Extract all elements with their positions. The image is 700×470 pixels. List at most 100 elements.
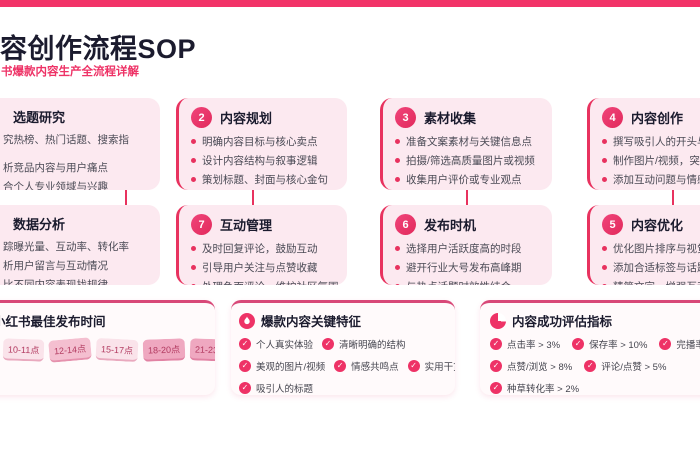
feature-text: 吸引人的标题 <box>256 384 314 395</box>
bullet-dot-icon <box>602 139 607 144</box>
check-icon: ✓ <box>334 360 347 372</box>
bullet-text: 引导用户关注与点赞收藏 <box>202 262 318 274</box>
feature-row: ✓ 个人真实体验 ✓ 清晰明确的结构 <box>239 337 447 351</box>
bullet-text: 收集用户评价或专业观点 <box>406 174 522 186</box>
bullet-text: 明确内容目标与核心卖点 <box>202 136 318 148</box>
page-title: 容创作流程SOP <box>0 34 197 64</box>
time-chip-row: 点 10-11点 12-14点 15-17点 18-20点 21-23点 <box>0 337 215 363</box>
flow-card-content-creation: 4 内容创作 撰写吸引人的开头与引言 制作图片/视频，突出重点 添加互动问题与情… <box>587 98 700 190</box>
check-icon: ✓ <box>659 338 672 350</box>
bullet-item: 优化图片排序与视觉吸引 <box>602 241 700 256</box>
bullet-dot-icon <box>191 177 196 182</box>
flow-card-title: 选题研究 <box>13 110 66 125</box>
bullet-text: 处理负面评论，维护社区氛围 <box>202 279 339 285</box>
metric-item: ✓ 完播率 > 60% <box>659 337 700 351</box>
flow-card-content-optimization: 5 内容优化 优化图片排序与视觉吸引 添加合适标签与话题 精简文字，增强互动性 <box>587 205 700 285</box>
best-publish-time-card: 小红书最佳发布时间 点 10-11点 12-14点 15-17点 18-20点 … <box>0 300 215 395</box>
success-metrics-card: 内容成功评估指标 ✓ 点击率 > 3% ✓ 保存率 > 10% ✓ 完播率 > 60%… <box>480 300 700 395</box>
bullet-item: 选择用户活跃度高的时段 <box>395 241 542 256</box>
bullet-item: 合个人专业领域与兴趣 <box>3 179 150 190</box>
time-chip: 18-20点 <box>143 338 186 362</box>
metric-row: ✓ 点赞/浏览 > 8% ✓ 评论/点赞 > 5% <box>490 359 700 373</box>
feature-item: ✓ 情感共鸣点 <box>334 359 399 373</box>
bullet-text: 比不同内容表现找规律 <box>3 279 108 285</box>
card-header: 内容成功评估指标 <box>490 311 700 330</box>
flow-card-topic-research: 选题研究 究热榜、热门话题、搜索指 析竞品内容与用户痛点 合个人专业领域与兴趣 <box>0 98 160 190</box>
info-card-title: 小红书最佳发布时间 <box>0 315 106 329</box>
bullet-text: 添加互动问题与情感共鸣 <box>613 174 700 186</box>
feature-list: ✓个人真实体验 ✓清晰明确的结构 ✓ 美观的图片/视频 ✓ 情感共鸣点 ✓实用干货内… <box>239 337 455 395</box>
info-card-title: 内容成功评估指标 <box>512 315 613 329</box>
feature-item: ✓ 清晰明确的结构 <box>322 337 406 351</box>
metric-row: ✓ 种草转化率 > 2% <box>490 381 700 395</box>
check-icon: ✓ <box>239 338 251 350</box>
bullet-dot-icon <box>395 177 400 182</box>
bullet-item: 准备文案素材与关键信息点 <box>395 134 542 149</box>
metric-item: ✓ 评论/点赞 > 5% <box>584 359 666 373</box>
bullet-text: 设计内容结构与叙事逻辑 <box>202 155 318 167</box>
bullet-item: 拍摄/筛选高质量图片或视频 <box>395 153 542 168</box>
bullet-text: 避开行业大号发布高峰期 <box>406 262 522 274</box>
bullet-item: 与热点话题时效性结合 <box>395 279 542 285</box>
feature-text: 美观的图片/视频 <box>256 362 326 373</box>
bullet-text: 踪曝光量、互动率、转化率 <box>3 241 129 253</box>
bullet-text: 及时回复评论，鼓励互动 <box>202 243 318 255</box>
step-number-badge: 5 <box>602 214 623 235</box>
step-number-badge: 7 <box>191 214 212 235</box>
bullet-dot-icon <box>602 177 607 182</box>
time-chip: 15-17点 <box>95 337 139 363</box>
flow-card-title: 内容优化 <box>631 218 684 233</box>
bullet-dot-icon <box>395 139 400 144</box>
metric-text: 点击率 > 3% <box>507 340 561 351</box>
bullet-text: 制作图片/视频，突出重点 <box>613 155 700 167</box>
metric-text: 评论/点赞 > 5% <box>601 362 667 373</box>
check-icon: ✓ <box>407 360 420 372</box>
step-number-badge: 4 <box>602 107 623 128</box>
feature-text: 情感共鸣点 <box>351 362 399 373</box>
bullet-item: 添加合适标签与话题 <box>602 260 700 275</box>
bullet-list: 及时回复评论，鼓励互动 引导用户关注与点赞收藏 处理负面评论，维护社区氛围 <box>191 241 339 285</box>
info-card-title: 爆款内容关键特征 <box>261 315 362 329</box>
feature-item: ✓ 实用干货内容 <box>407 359 455 373</box>
flow-card-material-collection: 3 素材收集 准备文案素材与关键信息点 拍摄/筛选高质量图片或视频 收集用户评价… <box>380 98 552 190</box>
card-header: 数据分析 <box>13 214 150 233</box>
bullet-item: 策划标题、封面与核心金句 <box>191 172 337 187</box>
metric-item: ✓ 种草转化率 > 2% <box>490 381 579 395</box>
bullet-item: 设计内容结构与叙事逻辑 <box>191 153 337 168</box>
bullet-text: 精简文字，增强互动性 <box>613 279 700 285</box>
card-header: 4 内容创作 <box>602 107 700 128</box>
bullet-item: 收集用户评价或专业观点 <box>395 172 542 187</box>
top-accent-bar <box>0 0 700 7</box>
card-header: 6 发布时机 <box>395 214 542 235</box>
bullet-dot-icon <box>602 158 607 163</box>
bullet-list: 撰写吸引人的开头与引言 制作图片/视频，突出重点 添加互动问题与情感共鸣 <box>602 134 700 187</box>
step-number-badge: 2 <box>191 107 212 128</box>
bullet-item: 制作图片/视频，突出重点 <box>602 153 700 168</box>
bullet-text: 与热点话题时效性结合 <box>406 279 511 285</box>
check-icon: ✓ <box>239 382 251 394</box>
flame-icon <box>239 312 255 329</box>
flow-card-interaction-management: 7 互动管理 及时回复评论，鼓励互动 引导用户关注与点赞收藏 处理负面评论，维护… <box>176 205 347 285</box>
card-header: 2 内容规划 <box>191 107 337 128</box>
bullet-dot-icon <box>191 158 196 163</box>
bullet-list: 选择用户活跃度高的时段 避开行业大号发布高峰期 与热点话题时效性结合 <box>395 241 542 285</box>
bullet-list: 究热榜、热门话题、搜索指 析竞品内容与用户痛点 合个人专业领域与兴趣 <box>3 132 150 190</box>
flow-card-title: 发布时机 <box>424 218 477 233</box>
bullet-dot-icon <box>602 246 607 251</box>
bullet-list: 明确内容目标与核心卖点 设计内容结构与叙事逻辑 策划标题、封面与核心金句 <box>191 134 337 187</box>
card-header: 5 内容优化 <box>602 214 700 235</box>
bullet-text: 准备文案素材与关键信息点 <box>406 136 532 148</box>
feature-row: ✓ 吸引人的标题 <box>239 381 447 395</box>
metric-text: 点赞/浏览 > 8% <box>507 362 573 373</box>
check-icon: ✓ <box>239 360 251 372</box>
bullet-dot-icon <box>395 284 400 285</box>
bullet-item: 避开行业大号发布高峰期 <box>395 260 542 275</box>
connector-line <box>252 190 254 205</box>
metric-text: 种草转化率 > 2% <box>507 384 580 395</box>
feature-item: ✓ 个人真实体验 <box>239 337 313 351</box>
feature-item: ✓ 吸引人的标题 <box>239 381 313 395</box>
pie-chart-icon <box>490 312 506 329</box>
bullet-text: 究热榜、热门话题、搜索指 <box>3 134 129 146</box>
check-icon: ✓ <box>490 338 502 350</box>
